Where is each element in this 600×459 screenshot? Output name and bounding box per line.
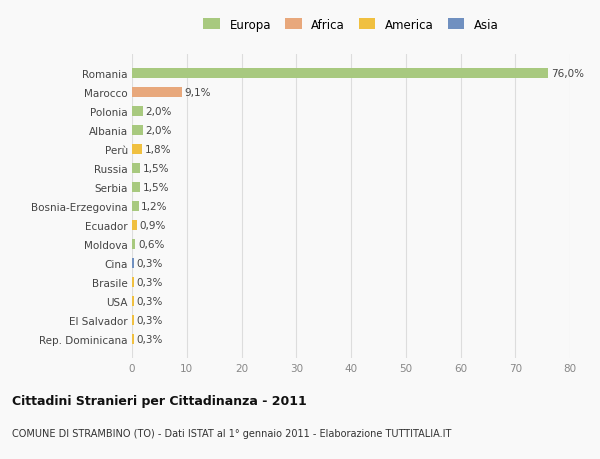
Text: 1,2%: 1,2% (142, 202, 168, 212)
Text: Cittadini Stranieri per Cittadinanza - 2011: Cittadini Stranieri per Cittadinanza - 2… (12, 394, 307, 407)
Text: 2,0%: 2,0% (146, 126, 172, 136)
Bar (132, 202, 139, 212)
Bar (132, 315, 134, 325)
Text: 0,6%: 0,6% (138, 240, 164, 249)
Bar (132, 126, 143, 136)
Text: 1,5%: 1,5% (143, 183, 169, 193)
Bar (132, 296, 134, 307)
Bar (132, 277, 134, 287)
Text: 0,9%: 0,9% (140, 220, 166, 230)
Bar (132, 220, 137, 231)
Bar (132, 239, 135, 250)
Bar (132, 163, 140, 174)
Text: 0,3%: 0,3% (136, 315, 163, 325)
Bar (132, 258, 134, 269)
Text: COMUNE DI STRAMBINO (TO) - Dati ISTAT al 1° gennaio 2011 - Elaborazione TUTTITAL: COMUNE DI STRAMBINO (TO) - Dati ISTAT al… (12, 428, 451, 438)
Bar (132, 334, 134, 344)
Text: 9,1%: 9,1% (185, 88, 211, 98)
Text: 2,0%: 2,0% (146, 107, 172, 117)
Bar (132, 88, 182, 98)
Text: 0,3%: 0,3% (136, 334, 163, 344)
Legend: Europa, Africa, America, Asia: Europa, Africa, America, Asia (203, 18, 499, 32)
Bar (132, 145, 142, 155)
Text: 0,3%: 0,3% (136, 296, 163, 306)
Text: 76,0%: 76,0% (551, 69, 584, 79)
Bar (132, 69, 548, 79)
Text: 1,8%: 1,8% (145, 145, 171, 155)
Bar (132, 182, 140, 193)
Bar (132, 106, 143, 117)
Text: 1,5%: 1,5% (143, 164, 169, 174)
Text: 0,3%: 0,3% (136, 277, 163, 287)
Text: 0,3%: 0,3% (136, 258, 163, 269)
